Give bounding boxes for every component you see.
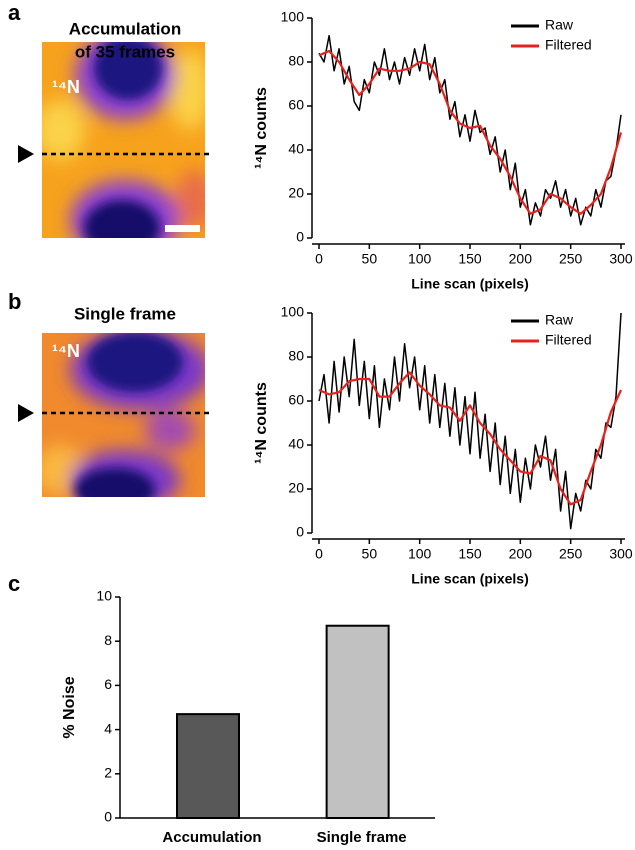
x-tick-label: 100 (408, 251, 432, 267)
x-tick-label: 300 (609, 251, 633, 267)
y-tick-label: 20 (288, 480, 304, 496)
y-tick-label: 100 (281, 304, 305, 320)
legend-label: Filtered (545, 37, 592, 53)
panel-label: a (8, 0, 21, 25)
data-line (318, 34, 622, 226)
y-axis-label: ¹⁴N counts (253, 87, 270, 169)
image-title: of 35 frames (75, 42, 175, 61)
x-tick-label: 100 (408, 546, 432, 562)
legend-label: Filtered (545, 332, 592, 348)
x-tick-label: 50 (362, 546, 378, 562)
image-title: Accumulation (69, 19, 181, 38)
y-axis-label: ¹⁴N counts (253, 382, 270, 464)
y-tick-label: 60 (288, 392, 304, 408)
heatmap-image (42, 333, 205, 497)
x-tick-label: 300 (609, 546, 633, 562)
x-axis-label: Line scan (pixels) (411, 571, 528, 587)
data-line (318, 371, 622, 506)
y-tick-label: 0 (296, 524, 304, 540)
y-tick-label: 0 (104, 809, 112, 825)
x-tick-label: Accumulation (162, 829, 261, 846)
y-tick-label: 100 (281, 9, 305, 25)
panel-label: b (8, 289, 21, 314)
image-title: Single frame (74, 304, 176, 323)
y-tick-label: 0 (296, 229, 304, 245)
x-tick-label: 150 (458, 251, 482, 267)
panel-label: c (8, 571, 20, 596)
y-tick-label: 10 (96, 588, 112, 604)
y-tick-label: 80 (288, 348, 304, 364)
x-tick-label: 50 (362, 251, 378, 267)
x-tick-label: 250 (559, 251, 583, 267)
y-tick-label: 40 (288, 141, 304, 157)
y-tick-label: 80 (288, 53, 304, 69)
image-label: ¹⁴N (52, 341, 80, 361)
x-tick-label: 200 (509, 251, 533, 267)
x-tick-label: 200 (509, 546, 533, 562)
x-axis-label: Line scan (pixels) (411, 276, 528, 292)
x-tick-label: Single frame (317, 829, 407, 846)
y-tick-label: 4 (104, 720, 112, 736)
scan-marker (18, 145, 34, 163)
bar (325, 624, 390, 819)
data-line (318, 49, 623, 215)
y-tick-label: 8 (104, 632, 112, 648)
legend-label: Raw (545, 17, 574, 33)
y-tick-label: 6 (104, 676, 112, 692)
x-tick-label: 250 (559, 546, 583, 562)
image-label: ¹⁴N (52, 77, 80, 97)
legend-label: Raw (545, 312, 574, 328)
x-tick-label: 0 (315, 546, 323, 562)
y-axis-label: % Noise (61, 676, 78, 738)
y-tick-label: 2 (104, 765, 112, 781)
y-tick-label: 20 (288, 185, 304, 201)
y-tick-label: 60 (288, 97, 304, 113)
y-tick-label: 40 (288, 436, 304, 452)
x-tick-label: 0 (315, 251, 323, 267)
scan-marker (18, 404, 34, 422)
data-line (318, 312, 622, 530)
heatmap-image (42, 42, 205, 238)
x-tick-label: 150 (458, 546, 482, 562)
bar (176, 713, 240, 820)
